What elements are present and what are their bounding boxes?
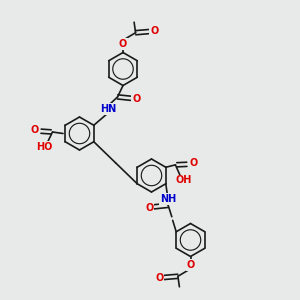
Text: O: O [189,158,197,168]
Text: HO: HO [36,142,52,152]
Text: O: O [30,125,39,135]
Text: OH: OH [176,176,192,185]
Text: O: O [155,273,164,283]
Text: O: O [186,260,195,270]
Text: O: O [119,39,127,49]
Text: O: O [150,26,158,36]
Text: O: O [146,203,154,213]
Text: HN: HN [100,104,117,114]
Text: O: O [132,94,140,104]
Text: NH: NH [160,194,176,204]
